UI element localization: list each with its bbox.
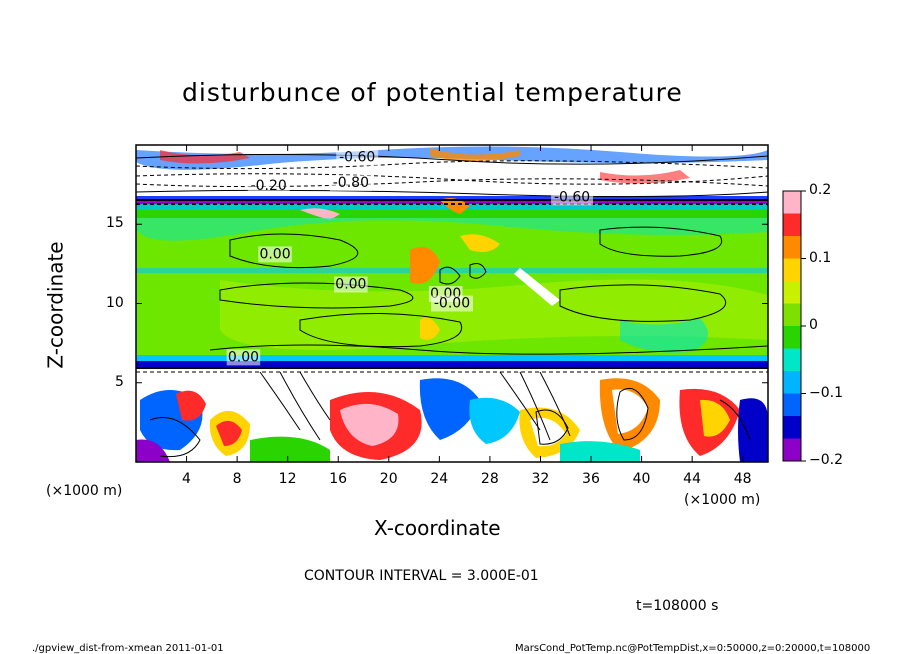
contour-label: -0.60	[554, 189, 590, 205]
x-axis-title: X-coordinate	[374, 516, 501, 540]
contour-label: 0.00	[259, 246, 290, 262]
colorbar-swatch	[783, 416, 801, 439]
y-tick-label: 15	[106, 215, 124, 232]
contour-label: 0.00	[335, 276, 366, 292]
x-tick-label: 24	[430, 471, 449, 487]
x-tick-label: 16	[329, 471, 348, 487]
footer-right: MarsCond_PotTemp.nc@PotTempDist,x=0:5000…	[515, 643, 871, 654]
y-unit-label: (×1000 m)	[46, 483, 123, 499]
contour-labels: -0.60-0.20 -0.80-0.600.000.000.00-0.000.0…	[226, 149, 594, 366]
contour-label-background	[247, 178, 290, 195]
contour-label: -0.60	[339, 150, 375, 166]
contour-interval-label: CONTOUR INTERVAL = 3.000E-01	[304, 568, 539, 584]
colorbar-swatch	[783, 326, 801, 349]
colorbar	[782, 190, 806, 462]
colorbar-swatch	[783, 236, 801, 259]
x-tick-label: 4	[182, 471, 191, 487]
contour-label-background	[336, 149, 379, 166]
x-axis-ticks	[186, 145, 744, 462]
contour-label-background	[258, 246, 292, 263]
contour-label-background	[226, 349, 261, 366]
x-tick-label: 32	[531, 471, 550, 487]
x-tick-label: 20	[379, 471, 398, 487]
colorbar-swatch	[783, 438, 801, 462]
footer-left: ./gpview_dist-from-xmean 2011-01-01	[32, 643, 224, 654]
y-tick-label: 10	[106, 294, 124, 311]
x-unit-label: (×1000 m)	[684, 492, 761, 508]
colorbar-tick-label: 0	[809, 317, 818, 333]
x-tick-label: 36	[582, 471, 600, 487]
y-tick-label: 5	[115, 373, 124, 390]
time-label: t=108000 s	[636, 598, 719, 614]
colorbar-swatch	[783, 281, 801, 304]
x-tick-label: 12	[278, 471, 297, 487]
contour-label: -0.20	[251, 178, 287, 194]
chart-title: disturbunce of potential temperature	[182, 78, 683, 107]
colorbar-tick-label: 0.2	[809, 182, 832, 198]
colorbar-swatch	[783, 371, 801, 394]
colorbar-swatch	[783, 191, 801, 214]
x-tick-label: 8	[232, 471, 242, 487]
x-tick-label: 44	[683, 471, 701, 487]
colorbar-swatch	[783, 393, 801, 417]
colorbar-swatch	[783, 213, 801, 237]
colorbar-tick-label: −0.1	[809, 384, 843, 401]
x-tick-label: 48	[733, 471, 752, 487]
contour-label-background	[551, 189, 594, 206]
contour-label-background	[329, 175, 372, 192]
y-axis-title: Z-coordinate	[43, 241, 68, 369]
y-axis-ticks	[136, 223, 768, 384]
contour-label: -0.00	[434, 296, 470, 312]
heatmap-field	[136, 145, 768, 462]
x-tick-label: 40	[632, 471, 651, 487]
contour-lines	[136, 153, 768, 458]
colorbar-swatch	[783, 258, 801, 282]
colorbar-swatch	[783, 348, 801, 372]
x-tick-label: 28	[480, 471, 499, 487]
colorbar-swatch	[783, 303, 801, 327]
contour-label-background	[431, 295, 473, 312]
contour-label: -0.80	[333, 175, 369, 191]
colorbar-tick-label: 0.1	[809, 249, 832, 266]
colorbar-tick-label: −0.2	[809, 452, 843, 468]
contour-label-background	[334, 276, 368, 293]
contour-label: 0.00	[228, 349, 259, 365]
